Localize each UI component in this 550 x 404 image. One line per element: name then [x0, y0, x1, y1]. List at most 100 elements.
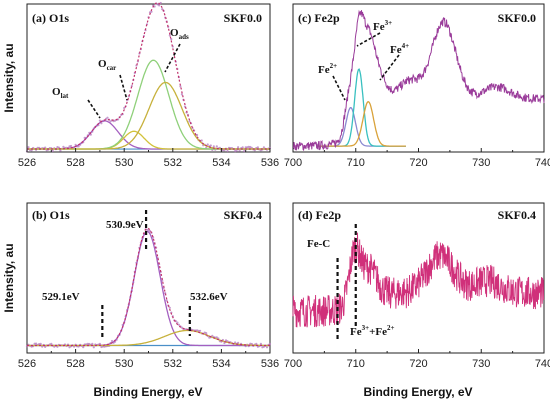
- panel-a-raw-point: [44, 146, 47, 149]
- panel-b-annotation-5309: 530.9eV: [106, 219, 144, 231]
- panel-b-raw-point: [82, 346, 85, 349]
- panel-c-ticks: 700 710 720 730 740: [284, 148, 550, 169]
- panel-a-raw-point: [150, 10, 153, 13]
- panel-d-sample: SKF0.4: [498, 208, 536, 222]
- panel-c-label: (c) Fe2p: [298, 11, 340, 25]
- panel-b-raw-point: [250, 342, 253, 346]
- panel-c-fit-peak-1: [318, 68, 406, 147]
- panel-c-fe2p-skf00: (c) Fe2p SKF0.0 700 710 720 730 740 Fe2+ Fe3…: [284, 3, 550, 169]
- panel-b-o1s-skf04: (b) O1s SKF0.4 526 528 530 532 534 536 530.9e…: [18, 202, 279, 399]
- panel-b-raw-point: [255, 342, 258, 345]
- panel-a-raw-point: [62, 145, 65, 148]
- panel-c-peak-label-fe4: Fe4+: [390, 42, 409, 56]
- panel-c-peak-label-fe3: Fe3+: [373, 19, 392, 33]
- panel-b-raw-point: [50, 342, 53, 345]
- panel-a-raw-point: [170, 38, 173, 41]
- panel-d-tick-label-710: 710: [347, 358, 365, 370]
- panel-a-raw-point: [30, 149, 33, 152]
- panel-b-component-peak-0: [27, 230, 270, 347]
- panel-d-annotation-fe3-fe2: Fe3++Fe2+: [350, 324, 394, 338]
- panel-a-raw-point: [59, 149, 62, 152]
- panel-b-raw-point: [91, 342, 94, 345]
- panel-d-ticks: 700 710 720 730 740: [284, 349, 550, 370]
- panel-b-raw-point: [237, 341, 240, 344]
- panel-b-raw-point: [110, 339, 114, 343]
- panel-b-raw-point: [35, 342, 38, 345]
- panel-a-sample: SKF0.0: [224, 11, 262, 25]
- panel-b-raw-point: [199, 329, 202, 332]
- panel-a-o1s-skf00: (a) O1s SKF0.0 526 528 530 532 534 536 Olat O…: [18, 1, 279, 169]
- panel-c-plot: [292, 9, 545, 152]
- panel-c-sample: SKF0.0: [498, 11, 536, 25]
- panel-b-raw-point: [268, 342, 272, 346]
- panel-a-raw-point: [243, 150, 246, 153]
- panel-a-component-peak-0: [27, 120, 270, 150]
- panel-c-tick-label-720: 720: [409, 157, 427, 169]
- panel-b-raw-point: [38, 343, 41, 346]
- panel-a-raw-point: [159, 1, 162, 5]
- panel-a-raw-point: [196, 133, 199, 137]
- panel-a-raw-point: [188, 120, 191, 123]
- panel-a-raw-point: [247, 145, 250, 148]
- panel-b-envelope-line: [27, 227, 270, 347]
- panel-a-peak-label-oads: Oads: [170, 27, 189, 41]
- panel-d-xlabel: Binding Energy, eV: [363, 385, 472, 399]
- panel-a-raw-point: [206, 143, 209, 146]
- panel-a-raw-point: [179, 85, 182, 88]
- panel-a-raw-point: [200, 139, 203, 142]
- panel-a-raw-point: [161, 8, 164, 11]
- panel-a-raw-point: [51, 149, 54, 153]
- panel-c-tick-label-740: 740: [535, 157, 550, 169]
- panel-b-tick-label-526: 526: [18, 358, 36, 370]
- panel-b-annotation-5291: 529.1eV: [42, 291, 80, 303]
- panel-b-label: (b) O1s: [32, 208, 70, 222]
- panel-d-plot: [292, 224, 545, 340]
- panel-d-spectrum-line: [292, 232, 545, 328]
- panel-a-raw-point: [98, 119, 101, 122]
- panel-d-fe2p-skf04: (d) Fe2p SKF0.4 700 710 720 730 740 Fe-C Fe3…: [284, 202, 550, 399]
- panel-c-tick-label-730: 730: [472, 157, 490, 169]
- panel-c-fit-peak-2: [318, 101, 406, 147]
- panel-d-label: (d) Fe2p: [298, 208, 341, 222]
- panel-b-raw-point: [165, 299, 168, 302]
- panel-a-raw-point: [117, 118, 120, 121]
- panel-d-tick-label-730: 730: [472, 358, 490, 370]
- panel-b-raw-point: [180, 326, 183, 329]
- panel-a-leader-line-2: [164, 43, 181, 73]
- panel-a-plot: [25, 1, 272, 153]
- panel-a-raw-point: [57, 146, 61, 149]
- panel-a-tick-label-526: 526: [18, 157, 36, 169]
- panel-a-raw-point: [241, 146, 244, 149]
- panel-a-raw-point: [226, 149, 229, 153]
- panel-b-xlabel: Binding Energy, eV: [93, 385, 202, 399]
- panel-c-leader-line-0: [332, 75, 346, 101]
- panel-a-tick-label-536: 536: [261, 157, 279, 169]
- panel-a-raw-point: [69, 144, 73, 148]
- panel-b-raw-point: [168, 306, 171, 309]
- panel-c-leader-line-1: [356, 32, 381, 47]
- panel-c-spectrum-line: [292, 9, 545, 152]
- ylabel-panel-b: Intensity, au: [2, 243, 16, 312]
- panel-b-raw-point: [44, 345, 47, 348]
- panel-a-peak-label-ocar: Ocar: [98, 58, 116, 72]
- panel-b-tick-label-532: 532: [164, 358, 182, 370]
- panel-a-tick-label-534: 534: [212, 157, 230, 169]
- panel-b-raw-point: [259, 342, 262, 345]
- panel-b-tick-label-534: 534: [212, 358, 230, 370]
- panel-b-tick-label-528: 528: [66, 358, 84, 370]
- panel-b-raw-point: [39, 342, 42, 345]
- panel-a-raw-point: [212, 145, 215, 148]
- panel-b-raw-point: [98, 342, 101, 345]
- panel-b-frame: [26, 202, 271, 354]
- panel-c-leader-line-2: [379, 54, 400, 81]
- panel-b-ticks: 526 528 530 532 534 536: [18, 349, 279, 370]
- panel-a-raw-point: [209, 144, 212, 147]
- panel-d-tick-label-700: 700: [284, 358, 302, 370]
- panel-b-raw-point: [177, 323, 180, 326]
- panel-b-raw-point: [205, 332, 208, 335]
- panel-b-raw-point: [53, 345, 56, 348]
- panel-b-tick-label-536: 536: [261, 358, 279, 370]
- panel-b-raw-point: [234, 341, 237, 344]
- panel-c-tick-label-710: 710: [347, 157, 365, 169]
